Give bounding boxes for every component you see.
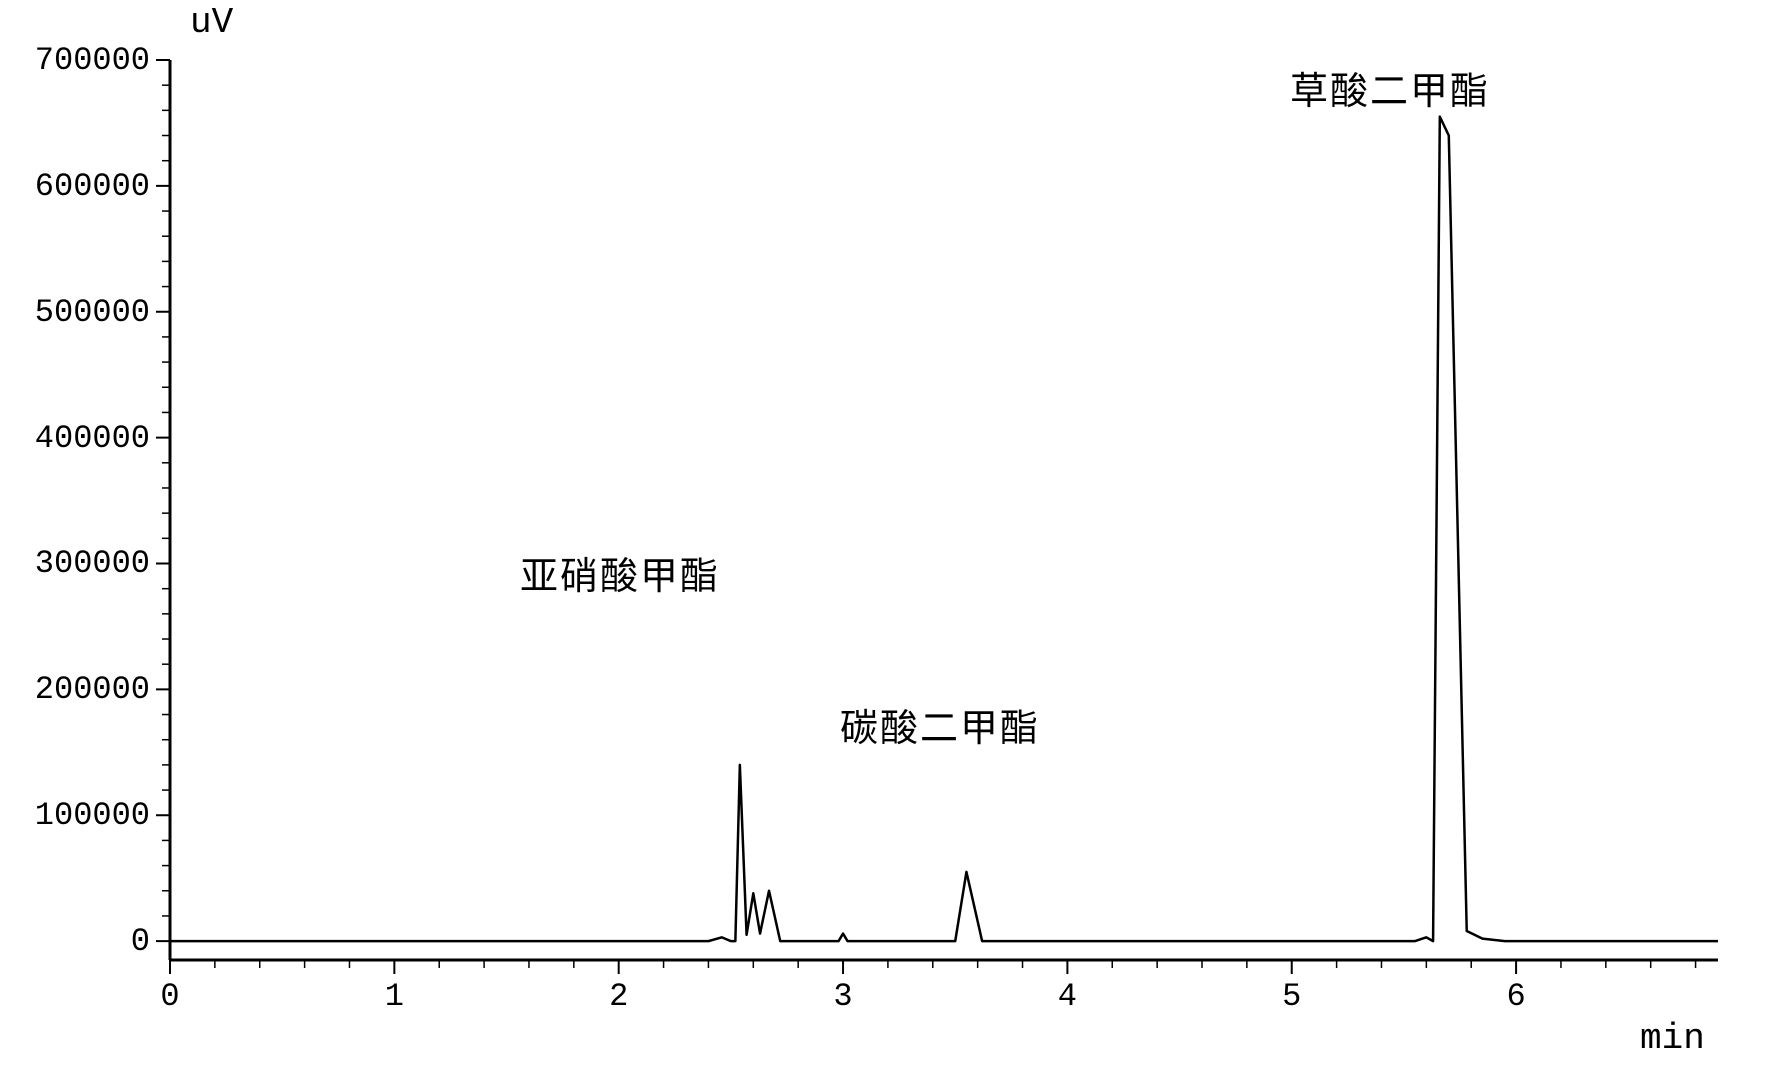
chromatogram-plot [0,0,1768,1080]
y-tick-label: 500000 [10,294,150,331]
x-tick-label: 0 [150,978,190,1015]
x-tick-label: 2 [599,978,639,1015]
x-tick-label: 3 [823,978,863,1015]
y-tick-label: 400000 [10,420,150,457]
x-tick-label: 1 [374,978,414,1015]
y-axis-unit: uV [190,2,233,43]
x-tick-label: 5 [1272,978,1312,1015]
x-tick-label: 6 [1496,978,1536,1015]
y-tick-label: 600000 [10,168,150,205]
y-tick-label: 100000 [10,797,150,834]
x-tick-label: 4 [1047,978,1087,1015]
y-tick-label: 0 [10,923,150,960]
y-tick-label: 700000 [10,42,150,79]
peak-label-1: 亚硝酸甲酯 [520,545,720,600]
peak-label-2: 碳酸二甲酯 [840,697,1040,752]
y-tick-label: 200000 [10,671,150,708]
x-axis-unit: min [1640,1018,1705,1059]
y-tick-label: 300000 [10,545,150,582]
peak-label-3: 草酸二甲酯 [1290,60,1490,115]
